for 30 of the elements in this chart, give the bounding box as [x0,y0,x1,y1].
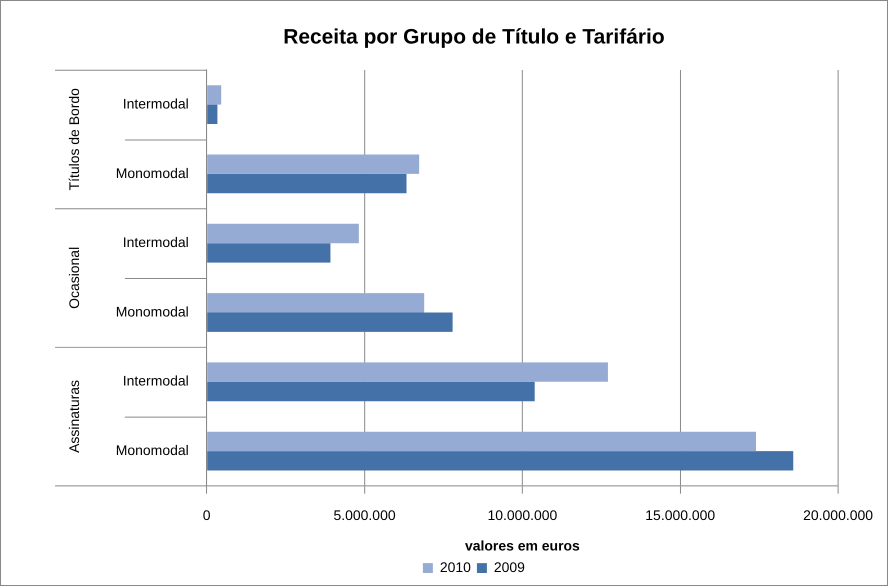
text: Títulos de Bordo [66,88,82,190]
bar [207,312,453,332]
text: Assinaturas [66,380,82,453]
x-tick-label: 5.000.000 [333,506,396,523]
y-tick-label: Monomodal [116,442,189,458]
x-tick-label: 10.000.000 [487,506,558,523]
y-tick-label: Monomodal [116,303,189,320]
x-tick-label: 0 [202,506,211,523]
chart-title: Receita por Grupo de Título e Tarifário [283,25,665,48]
bar [207,104,218,124]
y-tick-label: Intermodal [122,372,189,389]
bar [207,174,407,194]
y-tick-label: Intermodal [122,95,189,112]
bar [207,243,330,263]
y-tick-label: Monomodal [116,164,189,181]
bar [207,451,794,470]
bar [207,224,359,244]
legend-label: 2010 [440,558,472,575]
bar [207,85,222,105]
x-tick-label: 20.000.000 [803,506,874,523]
bar [207,154,420,174]
x-tick-label: 15.000.000 [645,506,716,523]
legend-label: 2009 [494,558,526,575]
x-axis-title: valores em euros [464,538,580,554]
text: Ocasional [66,246,82,309]
bar [207,382,535,402]
bar [207,293,424,312]
bar [207,432,756,452]
y-tick-label: Intermodal [122,234,189,250]
bar [207,362,608,382]
